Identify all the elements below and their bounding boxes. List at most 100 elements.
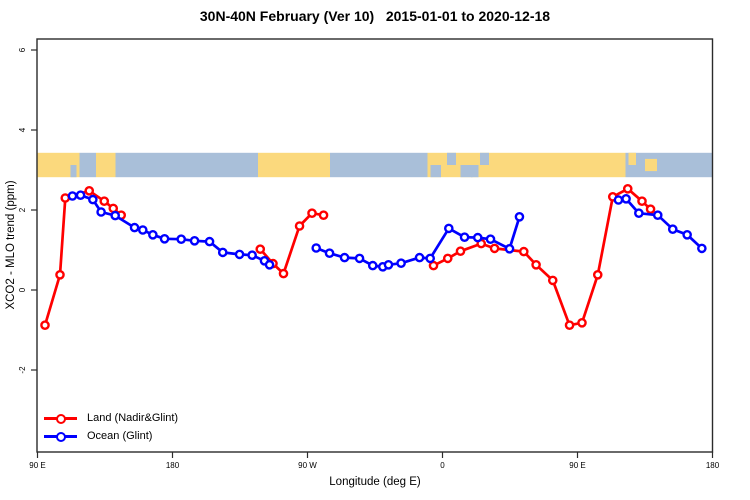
- legend-row-land: Land (Nadir&Glint): [44, 411, 178, 426]
- series-ocean-point: [472, 232, 483, 243]
- series-ocean-point: [504, 243, 515, 254]
- series-land-point: [455, 246, 466, 256]
- series-ocean-point: [247, 250, 257, 260]
- x-tick-label: 180: [166, 461, 180, 470]
- series-ocean-point: [234, 249, 245, 260]
- series-land-point: [84, 185, 95, 196]
- series-ocean-point: [204, 236, 215, 247]
- y-tick-label: 4: [18, 127, 27, 132]
- series-ocean-point: [621, 193, 631, 204]
- y-tick-label: 0: [18, 287, 27, 292]
- series-ocean-point: [324, 248, 335, 258]
- map-strip-patch: [471, 165, 479, 178]
- legend-label-land: Land (Nadir&Glint): [87, 412, 179, 424]
- x-tick-label: 90 E: [29, 461, 45, 470]
- series-ocean-point: [354, 253, 365, 264]
- series-ocean-point: [652, 210, 663, 220]
- x-tick-label: 90 E: [569, 461, 585, 470]
- map-strip-segment: [330, 152, 428, 178]
- map-strip-patch: [70, 165, 77, 178]
- series-land-point: [428, 260, 439, 271]
- series-land-point: [577, 317, 587, 328]
- series-ocean-point: [88, 194, 98, 205]
- series-land-point: [531, 259, 541, 270]
- series-ocean-point: [264, 259, 275, 270]
- map-strip-patch: [447, 152, 456, 165]
- series-land-point: [622, 183, 633, 194]
- series-ocean-point: [110, 210, 120, 221]
- map-strip-segment: [258, 152, 330, 178]
- map-strip-segment: [115, 152, 258, 178]
- y-axis-title-text: XCO2 - MLO trend (ppm): [5, 180, 17, 310]
- legend-row-ocean: Ocean (Glint): [44, 429, 178, 444]
- map-strip-segment: [663, 152, 713, 178]
- series-ocean-point: [396, 258, 406, 269]
- land-series-marker-icon: [44, 413, 77, 424]
- series-ocean-point: [137, 225, 148, 235]
- x-tick-label: 180: [706, 461, 720, 470]
- series-land-point: [294, 221, 305, 231]
- series-ocean-point: [414, 252, 425, 263]
- series-ocean-point: [682, 229, 692, 240]
- map-strip-segment: [496, 152, 626, 178]
- chart-title: 30N-40N February (Ver 10) 2015-01-01 to …: [199, 8, 551, 24]
- map-strip-patch: [460, 165, 473, 178]
- series-land-point: [442, 253, 453, 264]
- series-land-point: [55, 269, 65, 280]
- x-tick-label: 0: [440, 461, 445, 470]
- series-ocean-point: [459, 232, 470, 242]
- series-ocean-point: [67, 191, 78, 201]
- series-ocean-point: [697, 243, 707, 254]
- series-land-point: [645, 204, 656, 214]
- series-ocean-point: [613, 195, 624, 205]
- series-ocean-point: [189, 235, 200, 246]
- series-land-point: [489, 243, 500, 254]
- y-tick-label: 2: [18, 207, 27, 212]
- map-strip-patch: [628, 152, 636, 165]
- series-ocean-point: [96, 207, 106, 217]
- y-tick-label: -2: [18, 366, 27, 374]
- map-strip-patch: [645, 158, 657, 172]
- map-strip-patch: [480, 152, 489, 165]
- map-strip-patch: [430, 165, 441, 178]
- series-land-point: [255, 244, 266, 254]
- series-land-point: [40, 320, 50, 331]
- series-land-point: [592, 269, 603, 280]
- series-ocean-point: [176, 234, 186, 244]
- series-ocean-point: [311, 243, 322, 253]
- series-ocean-point: [634, 208, 644, 218]
- series-ocean-point: [667, 224, 678, 234]
- ocean-series-marker-icon: [44, 431, 77, 442]
- series-land-point: [637, 196, 647, 206]
- series-land-point: [278, 268, 289, 279]
- series-ocean-point: [148, 229, 158, 240]
- legend-label-ocean: Ocean (Glint): [87, 430, 153, 442]
- series-land-point: [307, 208, 317, 218]
- series-ocean-line: [617, 197, 704, 250]
- series-ocean-point: [383, 259, 394, 270]
- series-land-point: [519, 246, 529, 257]
- x-tick-label: 90 W: [298, 461, 317, 470]
- series-ocean-point: [159, 233, 170, 244]
- series-ocean-point: [129, 222, 140, 233]
- plot-border: [36, 38, 714, 453]
- series-ocean-point: [514, 211, 525, 222]
- x-axis-title: Longitude (deg E): [329, 476, 421, 488]
- series-ocean-line: [314, 215, 521, 269]
- series-land-point: [99, 196, 110, 206]
- map-strip-segment: [79, 152, 96, 178]
- series-land-point: [547, 275, 558, 286]
- series-ocean-point: [217, 247, 228, 258]
- series-ocean-point: [443, 223, 454, 234]
- legend: Land (Nadir&Glint) Ocean (Glint): [44, 411, 178, 444]
- map-strip-segment: [96, 152, 116, 178]
- y-tick-label: 6: [18, 47, 27, 52]
- series-land-line: [432, 187, 652, 327]
- series-ocean-point: [367, 260, 378, 271]
- series-land-point: [564, 320, 575, 331]
- series-ocean-point: [425, 253, 436, 264]
- series-ocean-point: [485, 234, 496, 244]
- series-ocean-point: [339, 252, 350, 263]
